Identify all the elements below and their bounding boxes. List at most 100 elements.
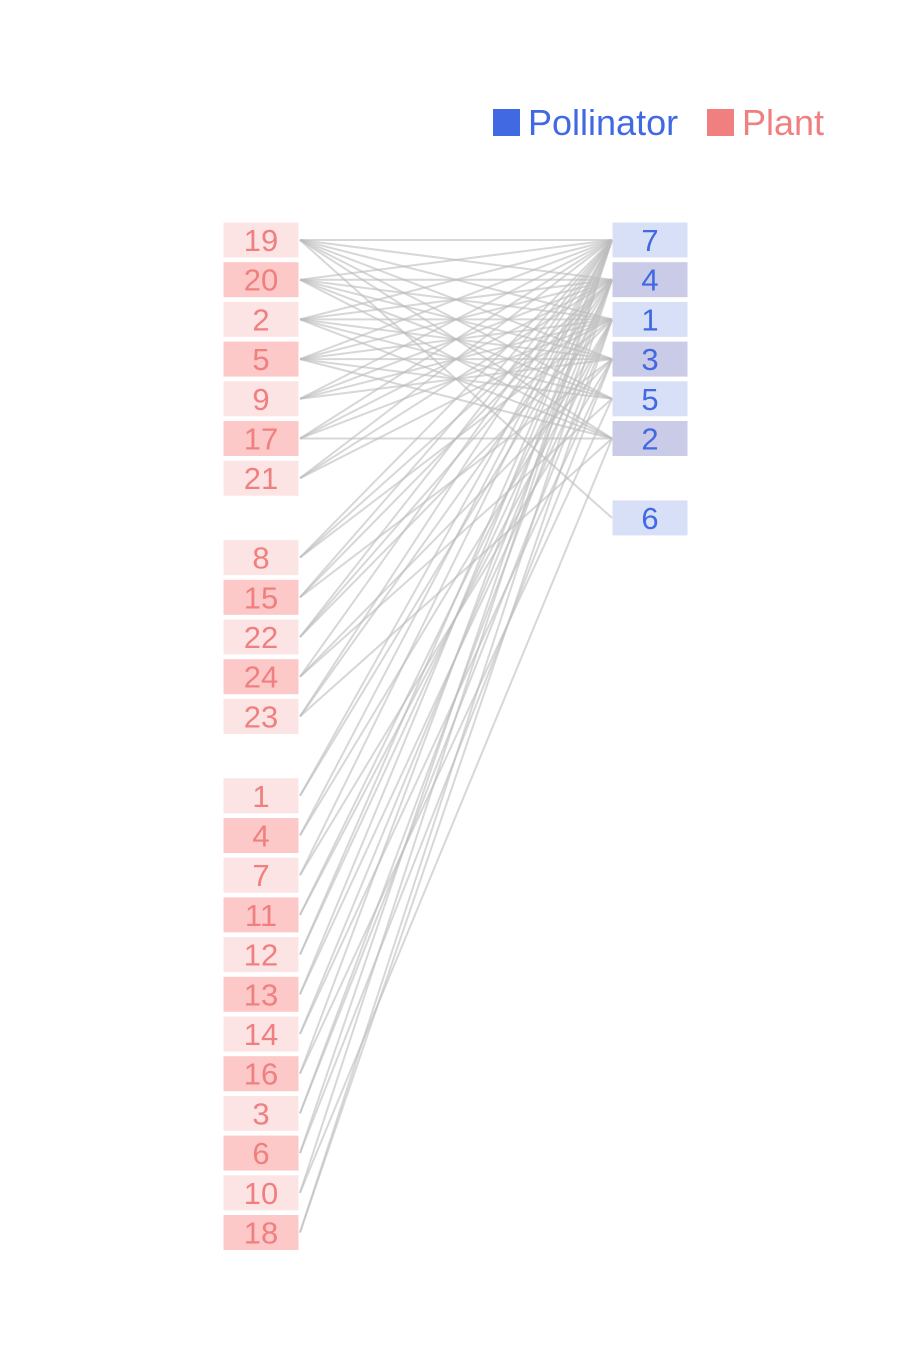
legend-swatch-plant: [707, 109, 734, 136]
edge-plant-5-pollinator-7: [299, 239, 613, 361]
pollinator-node-box: [612, 421, 688, 456]
plant-node-box: [223, 1016, 299, 1052]
plant-node-14: 14: [223, 1016, 299, 1052]
plant-node-label: 20: [244, 263, 278, 298]
plant-node-5: 5: [223, 341, 299, 377]
pollinator-node-label: 1: [641, 302, 658, 337]
legend-label-plant: Plant: [742, 102, 824, 143]
edge-plant-22-pollinator-7: [299, 239, 613, 638]
plant-node-22: 22: [223, 619, 299, 655]
plant-node-2: 2: [223, 301, 299, 337]
plant-node-label: 6: [252, 1136, 269, 1171]
plant-node-label: 12: [244, 938, 278, 973]
pollinator-node-box: [612, 381, 688, 417]
plant-node-label: 18: [244, 1216, 278, 1251]
pollinator-node-3: 3: [612, 341, 688, 377]
plant-node-label: 11: [245, 898, 277, 933]
edge-plant-13-pollinator-7: [299, 239, 613, 995]
pollinator-node-label: 2: [641, 422, 658, 457]
plant-node-box: [223, 222, 299, 258]
legend-label-pollinator: Pollinator: [528, 102, 678, 143]
plant-node-box: [223, 1135, 299, 1171]
pollinator-node-box: [612, 341, 688, 377]
plant-node-20: 20: [223, 262, 299, 298]
plant-node-box: [223, 698, 299, 734]
plant-node-label: 19: [244, 223, 278, 258]
plant-node-label: 2: [252, 302, 269, 337]
edge-plant-17-pollinator-7: [299, 239, 613, 440]
edge-plant-8-pollinator-7: [299, 239, 613, 559]
plant-node-label: 16: [244, 1057, 278, 1092]
pollinator-node-label: 6: [641, 501, 658, 536]
plant-node-box: [223, 341, 299, 377]
edge-plant-6-pollinator-7: [299, 239, 613, 1154]
plant-node-box: [223, 659, 299, 695]
edge-plant-16-pollinator-7: [299, 239, 613, 1075]
plant-node-box: [223, 540, 299, 576]
plant-node-label: 9: [252, 382, 269, 417]
plant-node-13: 13: [223, 976, 299, 1012]
plant-node-box: [223, 1095, 299, 1131]
pollinator-node-7: 7: [612, 222, 688, 258]
plant-node-box: [223, 619, 299, 655]
plant-node-label: 3: [252, 1096, 269, 1131]
edge-plant-18-pollinator-1: [299, 319, 613, 1233]
pollinator-node-box: [612, 262, 688, 298]
plant-node-6: 6: [223, 1135, 299, 1171]
plant-node-box: [223, 460, 299, 496]
plant-node-11: 11: [223, 897, 299, 933]
plant-node-box: [223, 421, 299, 456]
pollinator-node-label: 4: [641, 263, 658, 298]
plant-node-label: 1: [252, 779, 269, 814]
plant-node-9: 9: [223, 381, 299, 417]
plant-node-label: 21: [244, 461, 278, 496]
plant-node-label: 10: [244, 1176, 278, 1211]
plant-node-4: 4: [223, 818, 299, 854]
plant-node-box: [223, 381, 299, 417]
plant-node-8: 8: [223, 540, 299, 576]
plant-node-box: [223, 262, 299, 298]
pollinator-node-5: 5: [612, 381, 688, 417]
plant-node-label: 17: [244, 422, 278, 457]
plant-node-box: [223, 976, 299, 1012]
pollinator-node-6: 6: [612, 500, 688, 536]
edge-plant-10-pollinator-2: [299, 438, 613, 1194]
plant-node-1: 1: [223, 778, 299, 814]
pollinator-node-label: 5: [641, 382, 658, 417]
edge-plant-12-pollinator-7: [299, 239, 613, 956]
edge-group: [299, 239, 613, 1233]
plant-node-label: 4: [252, 819, 269, 854]
plant-node-18: 18: [223, 1215, 299, 1251]
plant-node-label: 8: [252, 541, 269, 576]
plant-node-15: 15: [223, 579, 299, 615]
pollinator-node-4: 4: [612, 262, 688, 298]
plant-node-21: 21: [223, 460, 299, 496]
plant-node-label: 23: [244, 699, 278, 734]
edge-plant-16-pollinator-5: [299, 398, 613, 1075]
edge-plant-10-pollinator-7: [299, 239, 613, 1194]
edge-plant-24-pollinator-7: [299, 239, 613, 678]
edge-plant-23-pollinator-4: [299, 279, 613, 717]
legend: Pollinator Plant: [493, 102, 824, 143]
edge-plant-23-pollinator-7: [299, 239, 613, 717]
pollinator-node-box: [612, 301, 688, 337]
plant-node-label: 15: [244, 580, 278, 615]
legend-swatch-pollinator: [493, 109, 520, 136]
plant-node-label: 5: [252, 342, 269, 377]
plant-node-box: [223, 1175, 299, 1211]
plant-node-box: [223, 1056, 299, 1092]
plant-node-box: [223, 897, 299, 933]
plant-node-box: [223, 778, 299, 814]
plant-node-24: 24: [223, 659, 299, 695]
edge-plant-4-pollinator-7: [299, 239, 613, 836]
edge-plant-7-pollinator-7: [299, 239, 613, 876]
plant-node-box: [223, 301, 299, 337]
plant-node-box: [223, 818, 299, 853]
edge-plant-21-pollinator-7: [299, 239, 613, 479]
plant-node-label: 22: [244, 620, 278, 655]
plant-node-3: 3: [223, 1095, 299, 1131]
edge-plant-20-pollinator-7: [299, 239, 613, 281]
plant-node-label: 24: [244, 660, 278, 695]
pollinator-node-label: 3: [641, 342, 658, 377]
